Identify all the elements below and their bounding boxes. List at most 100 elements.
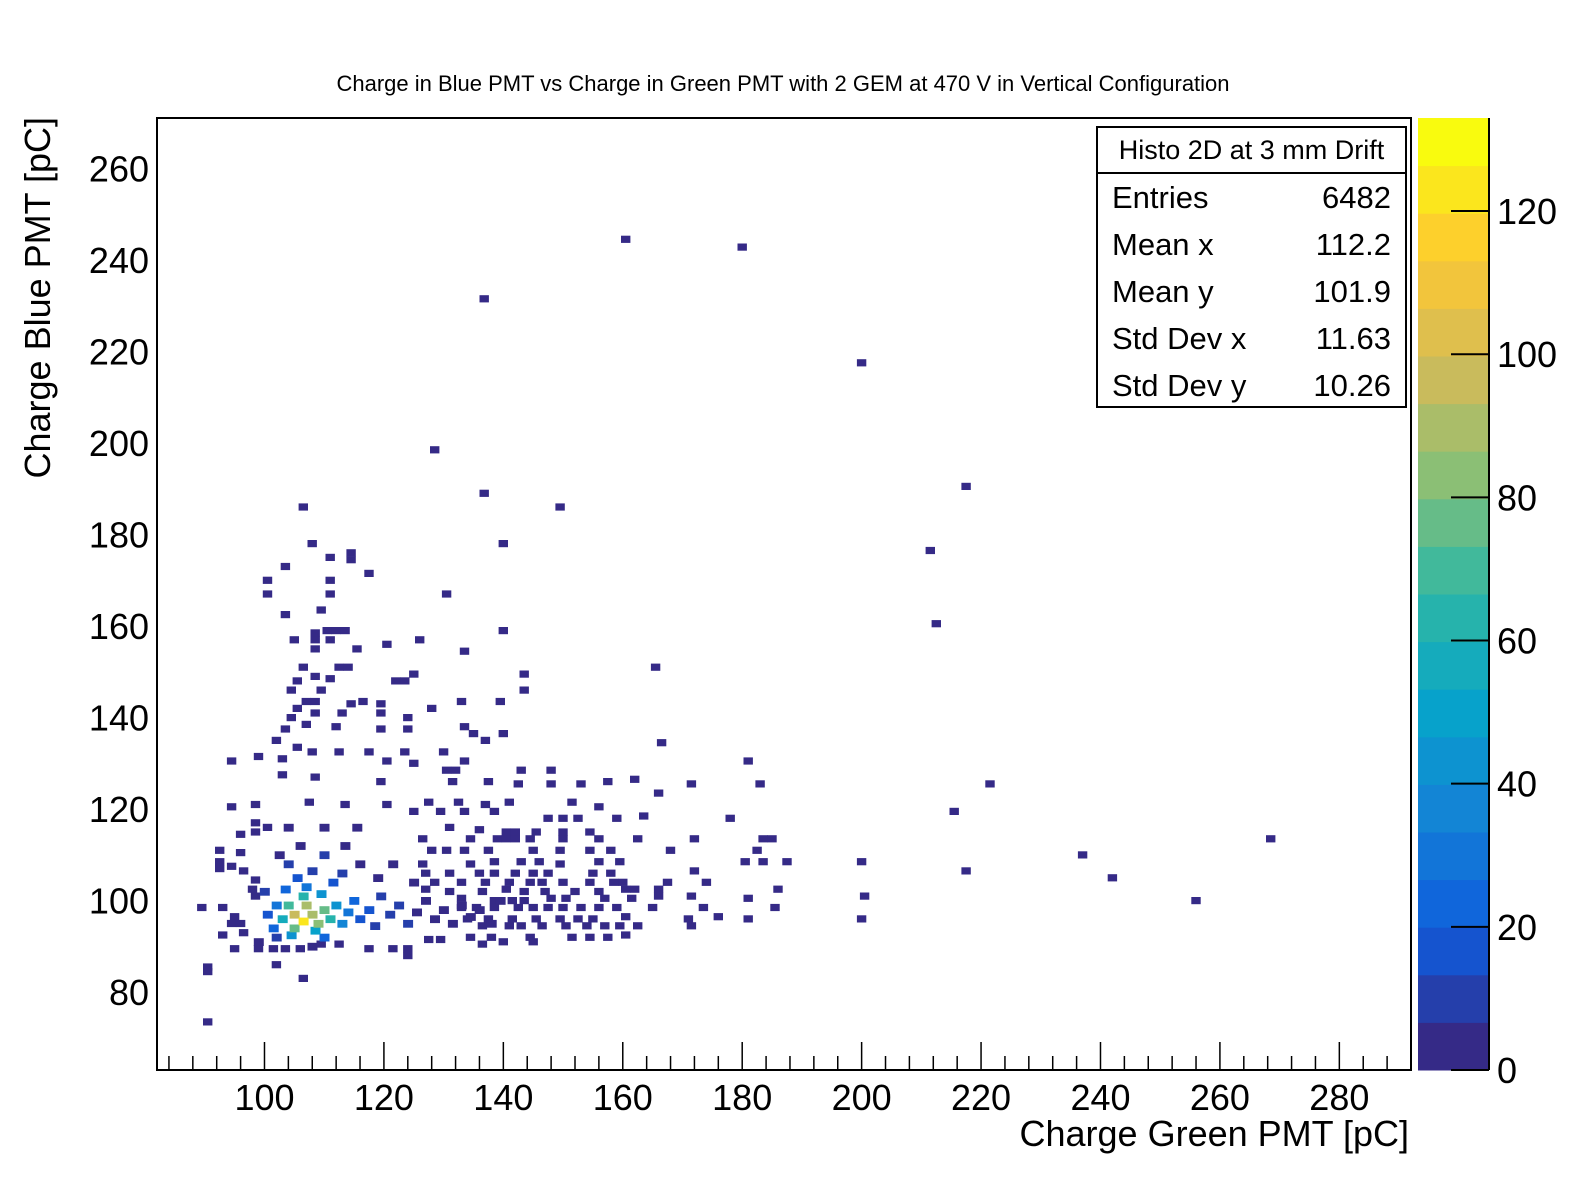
colorbar-segment (1418, 641, 1489, 690)
histogram-bin (310, 636, 320, 644)
histogram-bin (430, 446, 440, 454)
histogram-bin (352, 823, 363, 832)
histogram-bin (319, 933, 330, 942)
colorbar: 0 20 40 60 80 100 120 (1418, 118, 1557, 1091)
colorbar-segment (1418, 736, 1489, 785)
histogram-bin (415, 636, 425, 644)
histogram-bin (501, 835, 511, 843)
histogram-bin (477, 922, 488, 930)
histogram-bin (504, 798, 514, 806)
histogram-bin (459, 647, 470, 655)
histogram-bin (325, 915, 336, 924)
histogram-bin (340, 800, 350, 809)
histogram-bin (528, 846, 538, 854)
x-tick-label: 140 (473, 1077, 533, 1118)
histogram-bin (961, 482, 971, 490)
histogram-bin (570, 887, 580, 896)
histogram-bin (573, 915, 583, 923)
stats-value: 10.26 (1313, 368, 1391, 403)
histogram-bin (486, 933, 497, 941)
histogram-bin (400, 677, 410, 685)
histogram-bin (585, 846, 595, 854)
histogram-bin (226, 757, 237, 765)
histogram-bin (474, 826, 485, 834)
x-axis-label: Charge Green PMT [pC] (1020, 1113, 1410, 1154)
histogram-bin (743, 894, 753, 902)
histogram-bin (594, 858, 604, 866)
histogram-bin (770, 903, 780, 912)
y-tick-label: 100 (89, 881, 149, 922)
histogram-bin (585, 933, 595, 941)
histogram-bin (767, 835, 777, 843)
histogram-bin (421, 885, 431, 893)
colorbar-segment (1418, 879, 1489, 928)
histogram-bin (271, 933, 282, 942)
histogram-bin (325, 576, 335, 584)
bins-layer (253, 823, 506, 951)
histogram-bin (268, 924, 279, 933)
histogram-bin (427, 846, 437, 854)
y-tick-label: 120 (89, 789, 149, 830)
histogram-bin (758, 858, 768, 866)
histogram-bin (238, 929, 249, 937)
histogram-bin (382, 757, 392, 765)
histogram-bin (480, 736, 491, 744)
histogram-bin (334, 663, 344, 671)
histogram-bin (534, 858, 544, 866)
histogram-bin (250, 828, 261, 836)
histogram-bin (307, 867, 318, 876)
histogram-bin (477, 887, 488, 896)
histogram-bin (621, 913, 631, 921)
histogram-bin (504, 878, 514, 886)
x-tick-label: 100 (234, 1077, 294, 1118)
histogram-bin (582, 922, 592, 930)
histogram-bin (364, 748, 374, 756)
histogram-bin (247, 885, 258, 893)
histogram-bin (498, 730, 508, 738)
histogram-bin (600, 894, 610, 902)
histogram-bin (510, 869, 520, 877)
histogram-bin (418, 835, 428, 843)
histogram-bin (218, 931, 228, 939)
histogram-bin (479, 295, 489, 303)
histogram-bin (689, 867, 700, 875)
histogram-bin (298, 503, 308, 511)
histogram-bin (277, 771, 288, 779)
histogram-bin (630, 775, 640, 783)
y-tick-label: 200 (89, 423, 149, 464)
histogram-bin (292, 677, 302, 685)
histogram-bin (513, 903, 523, 912)
histogram-bin (480, 878, 491, 886)
histogram-bin (403, 919, 414, 928)
histogram-bin (486, 919, 497, 928)
histogram-bin (546, 894, 556, 902)
histogram-bin (400, 748, 410, 756)
histogram-bin (453, 798, 464, 806)
x-axis: 100 120 140 160 180 200 220 240 260 280 (168, 1042, 1388, 1118)
histogram-bin (492, 835, 503, 843)
histogram-bin (364, 906, 375, 914)
histogram-bin (609, 878, 619, 886)
histogram-bin (355, 860, 366, 869)
histogram-bin (271, 736, 282, 744)
histogram-bin (382, 800, 392, 809)
histogram-bin (498, 627, 508, 635)
histogram-bin (298, 917, 309, 926)
histogram-bin (555, 846, 565, 854)
x-tick-label: 220 (951, 1077, 1011, 1118)
colorbar-segment (1418, 689, 1489, 738)
histogram-bin (561, 894, 571, 902)
histogram-bin (295, 842, 306, 850)
histogram-bin (755, 780, 765, 788)
histogram-bin (489, 807, 500, 815)
histogram-bin (259, 887, 270, 896)
histogram-bin (441, 846, 452, 854)
histogram-bin (295, 945, 305, 953)
histogram-bin (310, 629, 320, 637)
stats-title: Histo 2D at 3 mm Drift (1098, 128, 1405, 174)
colorbar-segment (1418, 498, 1489, 547)
histogram-bin (686, 892, 697, 900)
y-axis-label: Charge Blue PMT [pC] (17, 117, 58, 479)
histogram-bin (468, 730, 479, 738)
stats-value: 11.63 (1315, 321, 1391, 356)
